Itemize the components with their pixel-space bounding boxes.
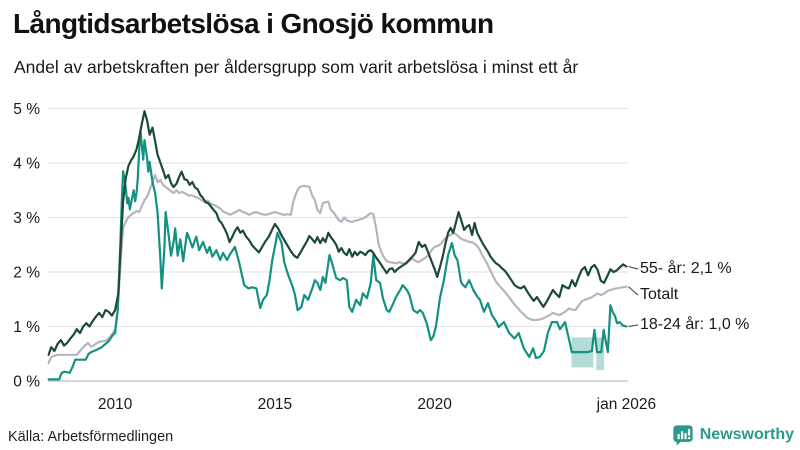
y-tick-label: 2 % xyxy=(13,265,40,282)
label-connector xyxy=(628,265,639,270)
y-tick-label: 0 % xyxy=(13,374,40,391)
page-title: Långtidsarbetslösa i Gnosjö kommun xyxy=(13,8,494,39)
y-tick-label: 1 % xyxy=(13,319,40,336)
y-tick-label: 4 % xyxy=(13,156,40,173)
brand-name: Newsworthy xyxy=(699,426,794,443)
x-tick-label: 2020 xyxy=(417,396,452,413)
y-tick-label: 5 % xyxy=(13,101,40,118)
series-line-18-24-r xyxy=(47,129,628,381)
brand-lockup: Newsworthy xyxy=(672,424,794,446)
source-credit: Källa: Arbetsförmedlingen xyxy=(8,429,174,445)
x-tick-label: 2010 xyxy=(98,396,133,413)
page-subtitle: Andel av arbetskraften per åldersgrupp s… xyxy=(14,57,579,77)
newsworthy-logo-icon xyxy=(673,425,693,446)
series-end-label-totalt: Totalt xyxy=(640,286,679,303)
series-end-label-18-24: 18-24 år: 1,0 % xyxy=(640,316,750,333)
series-line-totalt xyxy=(47,173,628,365)
series-line-55-r xyxy=(47,110,628,356)
x-tick-label: 2015 xyxy=(258,396,292,413)
uncertainty-band xyxy=(596,337,605,371)
series-end-label-55: 55- år: 2,1 % xyxy=(640,260,732,277)
label-connector xyxy=(628,324,639,328)
x-tick-label: jan 2026 xyxy=(596,396,656,413)
label-connector xyxy=(628,286,639,296)
y-tick-label: 3 % xyxy=(13,210,40,227)
